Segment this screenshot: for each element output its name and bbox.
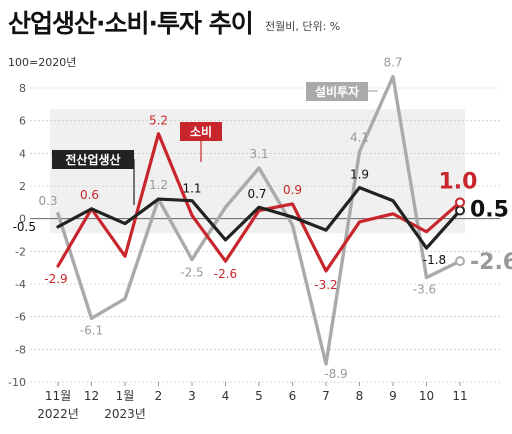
end-marker: [455, 205, 465, 216]
data-label: 0.9: [283, 183, 302, 197]
x-tick-label: 10: [419, 389, 434, 403]
y-tick-label: -6: [15, 311, 26, 324]
data-label: -6.1: [80, 323, 103, 337]
data-label: 0.7: [247, 187, 266, 201]
x-tick-label: 5: [255, 389, 263, 403]
data-label: -2.6: [214, 267, 237, 281]
data-label: 1.0: [439, 169, 478, 194]
y-tick-label: 8: [19, 82, 26, 95]
y-tick-label: 2: [19, 180, 26, 193]
x-tick-label: 12: [84, 389, 99, 403]
data-label: 4.1: [350, 131, 369, 145]
data-label: 5.2: [149, 114, 168, 128]
series-line-2: [56, 74, 462, 366]
chart-title: 산업생산·소비·투자 추이: [8, 9, 254, 38]
y-tick-label: -2: [15, 245, 26, 258]
data-label: -1.8: [423, 253, 446, 267]
x-tick-label: 3: [188, 389, 196, 403]
y-tick-label: -4: [15, 278, 26, 291]
unit-note: 전월비, 단위: %: [265, 20, 341, 33]
data-label: 0.5: [470, 198, 509, 223]
x-tick-label: 11: [452, 389, 467, 403]
series-name-box: [52, 150, 134, 169]
x-tick-label: 9: [389, 389, 397, 403]
data-label: 8.7: [383, 56, 402, 70]
data-label: 1.1: [182, 182, 201, 196]
series-name-label: 전산업생산: [65, 152, 120, 167]
data-label: 1.2: [149, 178, 168, 192]
x-tick-label: 11월: [45, 389, 71, 403]
y-tick-label: -10: [8, 376, 26, 389]
end-marker: [455, 197, 465, 208]
x-tick-label: 1월: [116, 389, 135, 403]
x-year-label: 2022년: [37, 407, 79, 421]
data-label: 0.6: [80, 188, 99, 202]
data-label: -3.6: [413, 282, 436, 296]
series-line-0: [56, 186, 462, 250]
data-label: -2.6: [470, 250, 512, 275]
y-tick-label: 0: [19, 213, 26, 226]
series-name-label: 설비투자: [315, 84, 359, 99]
end-marker: [455, 256, 465, 267]
data-label: -8.9: [324, 367, 347, 381]
data-label: -0.5: [13, 220, 36, 234]
x-tick-label: 8: [356, 389, 364, 403]
series-name-box: [180, 122, 222, 141]
x-tick-label: 2: [155, 389, 163, 403]
data-label: 0.3: [38, 194, 57, 208]
data-label: 3.1: [249, 147, 268, 161]
y-tick-label: 4: [19, 147, 26, 160]
data-label: -3.2: [314, 278, 337, 292]
series-line-1: [56, 132, 462, 273]
data-label: 1.9: [350, 168, 369, 182]
x-tick-label: 6: [289, 389, 297, 403]
base-year-note: 100=2020년: [8, 56, 77, 69]
series-name-box: [306, 82, 368, 101]
series-name-label: 소비: [190, 124, 212, 139]
y-tick-label: -8: [15, 343, 26, 356]
x-year-label: 2023년: [104, 407, 146, 421]
data-label: -2.5: [180, 266, 203, 280]
y-tick-label: 6: [19, 115, 26, 128]
x-tick-label: 4: [222, 389, 230, 403]
x-tick-label: 7: [322, 389, 330, 403]
data-label: -2.9: [44, 272, 67, 286]
